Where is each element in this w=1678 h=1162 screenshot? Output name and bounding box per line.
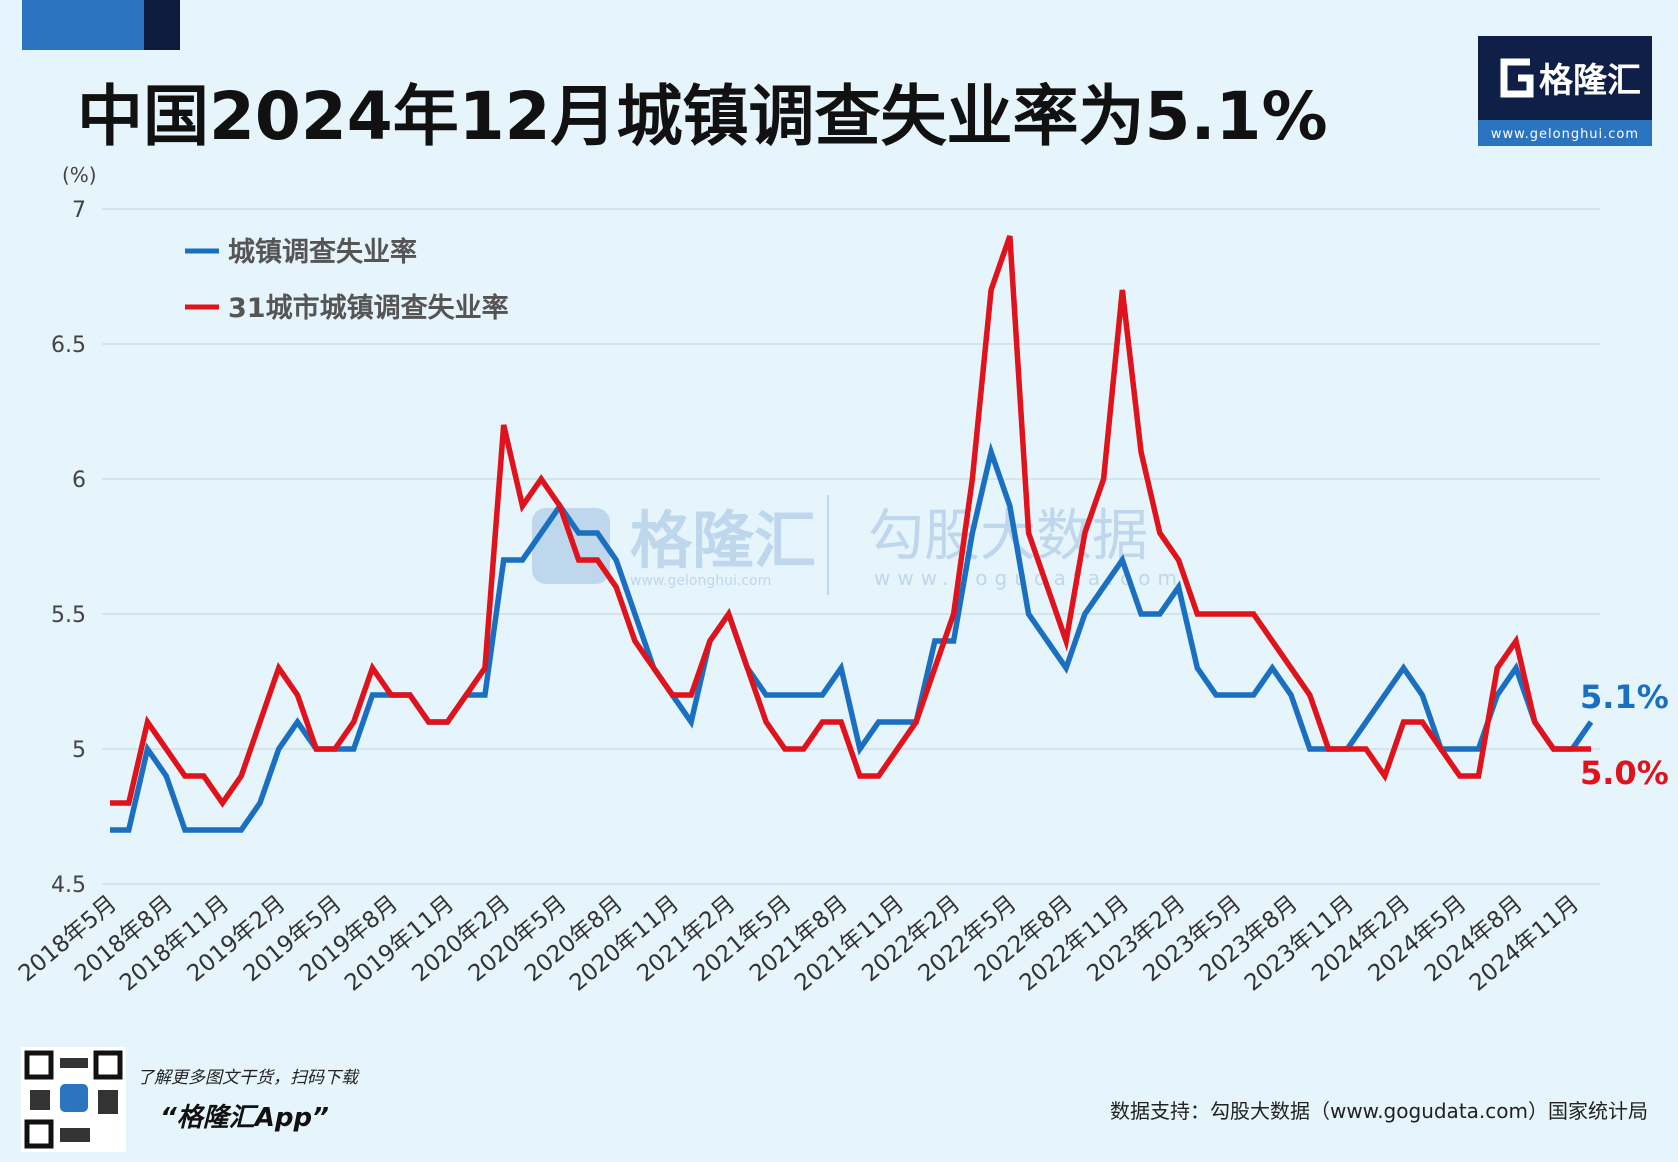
qr-code	[21, 1047, 126, 1152]
y-tick-label: 7	[72, 198, 86, 223]
y-tick-label: 5	[72, 738, 86, 763]
footer-source: 数据支持：勾股大数据（www.gogudata.com）国家统计局	[1110, 1099, 1648, 1123]
qr-logo	[60, 1084, 88, 1112]
qr-dots	[98, 1090, 118, 1114]
logo-url: www.gelonghui.com	[1491, 127, 1639, 142]
series-line	[110, 235, 1591, 808]
logo-icon	[1500, 58, 1534, 98]
qr-dots	[30, 1090, 50, 1110]
watermark-brand: 格隆汇	[630, 504, 816, 577]
legend-label: 城镇调查失业率	[228, 236, 417, 268]
qr-dots	[60, 1128, 90, 1142]
logo: 格隆汇 www.gelonghui.com	[1478, 36, 1652, 146]
watermark: 格隆汇 www.gelonghui.com 勾股大数据 www.gogudata…	[532, 495, 1184, 595]
y-tick-label: 5.5	[51, 603, 86, 628]
watermark-data-url: www.gogudata.com	[874, 566, 1184, 590]
logo-strip	[1478, 120, 1652, 146]
y-tick-label: 6.5	[51, 333, 86, 358]
footer-app: “格隆汇App”	[160, 1103, 329, 1133]
chart-title: 中国2024年12月城镇调查失业率为5.1%	[77, 78, 1328, 155]
value-label: 5.0%	[1580, 754, 1669, 792]
qr-dots	[60, 1058, 88, 1068]
y-tick-label: 4.5	[51, 873, 86, 898]
qr-finder	[24, 1119, 54, 1149]
legend-label: 31城市城镇调查失业率	[228, 292, 509, 324]
qr-finder	[24, 1050, 54, 1080]
watermark-data: 勾股大数据	[868, 504, 1148, 569]
corner-bar-dark	[144, 0, 180, 50]
value-label: 5.1%	[1580, 678, 1669, 716]
watermark-brand-url: www.gelonghui.com	[630, 573, 771, 589]
logo-name: 格隆汇	[1539, 61, 1641, 101]
y-tick-label: 6	[72, 468, 86, 493]
qr-finder	[93, 1050, 123, 1080]
corner-bar	[22, 0, 154, 50]
y-unit: (%)	[62, 163, 97, 187]
footer-promo: 了解更多图文干货，扫码下载	[137, 1068, 360, 1088]
